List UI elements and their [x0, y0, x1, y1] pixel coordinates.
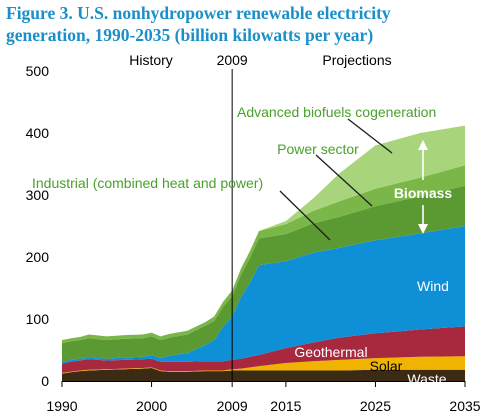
y-tick-label: 0	[41, 373, 49, 389]
leader-line	[279, 190, 331, 241]
stacked-areas	[62, 125, 465, 381]
projections-label: Projections	[322, 52, 391, 68]
figure-title: Figure 3. U.S. nonhydropower renewable e…	[6, 2, 496, 46]
axes: 0 100 200 300 400 500 1990 2000 2009 2015 2025 2035…	[26, 52, 481, 414]
label-geothermal: Geothermal	[294, 344, 367, 360]
biomass-arrowhead-down	[418, 224, 428, 234]
y-tick-label: 400	[26, 125, 50, 141]
leader-line	[315, 154, 373, 207]
biomass-arrowhead-up	[418, 140, 428, 150]
x-tick-label: 2015	[270, 398, 301, 414]
figure-title-line1: Figure 3. U.S. nonhydropower renewable e…	[6, 3, 391, 23]
label-wind: Wind	[417, 278, 449, 294]
area-power-sector	[62, 165, 465, 344]
area-solar	[62, 356, 465, 374]
y-tick-label: 500	[26, 63, 50, 79]
series-labels: Advanced biofuels cogeneration Power sect…	[32, 104, 452, 387]
label-advanced-biofuels: Advanced biofuels cogeneration	[237, 104, 436, 120]
area-wind	[62, 226, 465, 364]
divider-year-label: 2009	[217, 52, 248, 68]
label-solar: Solar	[370, 358, 403, 374]
x-tick-label: 2035	[449, 398, 480, 414]
history-label: History	[129, 52, 173, 68]
area-geothermal	[62, 326, 465, 373]
area-advanced-biofuels-cogeneration	[62, 125, 465, 341]
area-industrial-combined-heat-and-power	[62, 185, 465, 362]
leader-line	[347, 118, 393, 154]
label-power-sector: Power sector	[277, 141, 359, 157]
label-waste: Waste	[407, 371, 446, 387]
x-tick-label: 2009	[217, 398, 248, 414]
x-tick-label: 2000	[136, 398, 167, 414]
y-tick-label: 200	[26, 249, 50, 265]
area-waste	[62, 368, 465, 381]
y-tick-label: 100	[26, 311, 50, 327]
label-industrial: Industrial (combined heat and power)	[32, 175, 263, 191]
x-tick-label: 2025	[360, 398, 391, 414]
label-biomass: Biomass	[394, 185, 453, 201]
figure-title-line2: generation, 1990-2035 (billion kilowatts…	[6, 25, 374, 45]
y-tick-label: 300	[26, 187, 50, 203]
x-tick-label: 1990	[46, 398, 77, 414]
